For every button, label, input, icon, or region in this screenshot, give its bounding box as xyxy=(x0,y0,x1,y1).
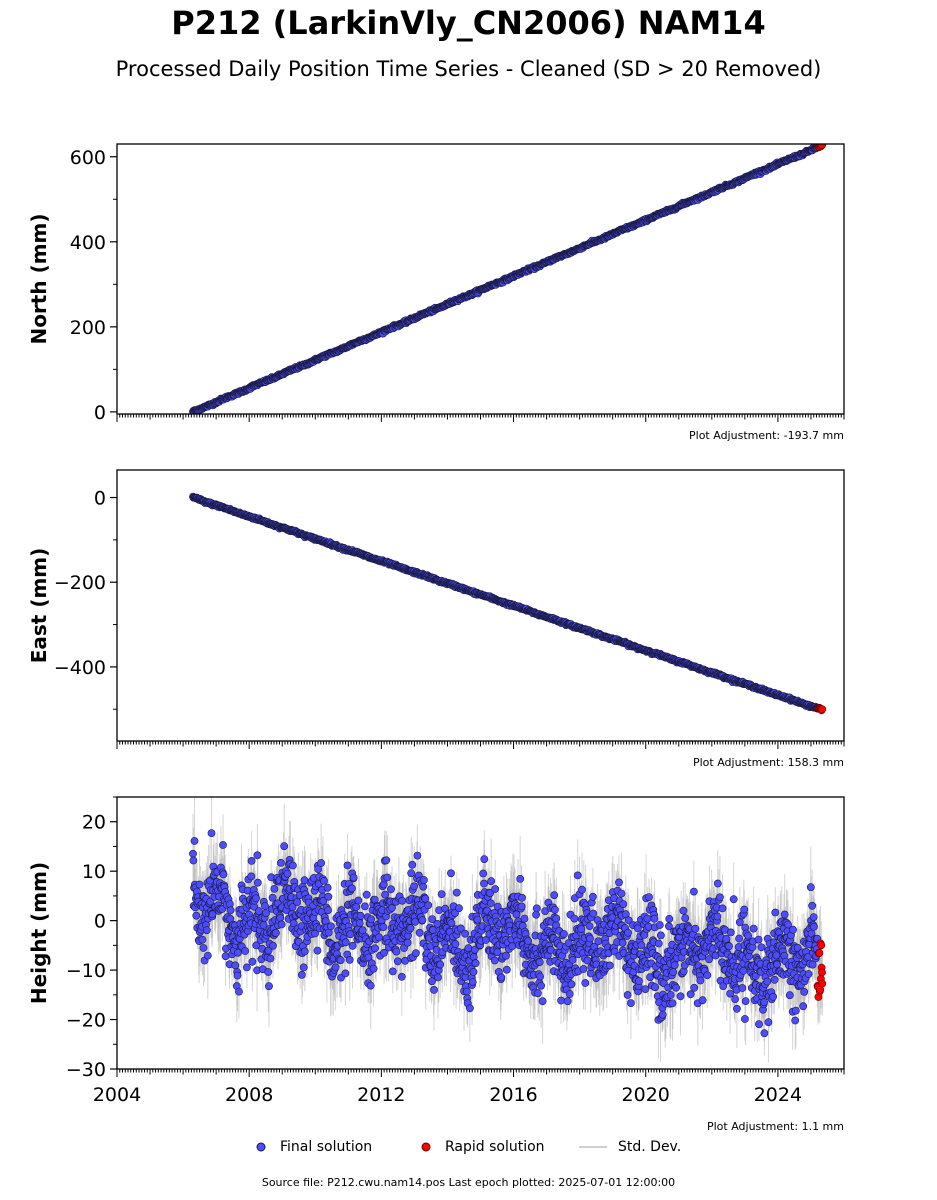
final-point xyxy=(252,941,261,950)
final-point xyxy=(219,841,227,849)
y-tick-label: 200 xyxy=(70,317,106,339)
final-point xyxy=(207,829,216,837)
final-point xyxy=(252,894,260,903)
final-point xyxy=(226,906,235,915)
final-point xyxy=(242,963,251,972)
final-point xyxy=(264,968,273,976)
final-point xyxy=(280,842,289,851)
y-tick-label: 0 xyxy=(94,402,106,424)
final-point xyxy=(192,911,201,920)
panel-1-data xyxy=(189,144,827,414)
final-point xyxy=(199,944,208,952)
final-point xyxy=(265,982,273,991)
panel-3-data xyxy=(189,797,827,1063)
final-point xyxy=(317,859,325,867)
final-point xyxy=(268,893,277,902)
final-point xyxy=(235,987,243,996)
rapid-points xyxy=(813,144,827,152)
final-point xyxy=(261,902,269,910)
final-point xyxy=(195,880,204,889)
final-point xyxy=(271,929,280,937)
final-point xyxy=(270,885,279,893)
final-point xyxy=(288,903,297,912)
final-point xyxy=(233,948,242,957)
panel-1: 0 200 400 600 North (mm) Plot Adjustment: -19… xyxy=(27,143,845,442)
final-point xyxy=(248,957,257,966)
final-point xyxy=(190,837,199,845)
final-point xyxy=(241,947,249,955)
final-point xyxy=(198,935,207,944)
final-point xyxy=(202,926,211,935)
final-point xyxy=(288,861,297,870)
plot-adjustment: Plot Adjustment: 158.3 mm xyxy=(693,756,844,769)
final-point xyxy=(253,878,262,887)
final-point xyxy=(221,952,230,961)
final-point xyxy=(289,919,298,928)
final-points xyxy=(189,144,822,414)
final-point xyxy=(189,856,198,865)
chart-title: P212 (LarkinVly_CN2006) NAM14 xyxy=(171,4,766,42)
final-point xyxy=(297,971,306,979)
rapid-points xyxy=(813,704,827,715)
final-point xyxy=(254,907,263,916)
chart-subtitle: Processed Daily Position Time Series - C… xyxy=(115,57,822,81)
y-tick-label: 0 xyxy=(94,488,106,510)
final-point xyxy=(203,951,212,960)
final-point xyxy=(276,914,285,922)
final-point xyxy=(269,941,277,950)
y-tick-label: 600 xyxy=(70,147,106,169)
final-point xyxy=(283,869,292,878)
final-point xyxy=(299,963,308,972)
final-point xyxy=(231,961,240,970)
final-point xyxy=(262,909,270,917)
final-point xyxy=(320,877,328,885)
final-point xyxy=(189,849,197,858)
final-point xyxy=(266,954,275,963)
plot-adjustment: Plot Adjustment: -193.7 mm xyxy=(689,429,844,442)
final-points xyxy=(189,492,822,713)
rapid-point xyxy=(818,144,827,149)
final-point xyxy=(293,898,302,906)
final-points xyxy=(189,829,822,1038)
y-axis-label: North (mm) xyxy=(27,213,51,344)
final-point xyxy=(233,971,242,980)
rapid-point xyxy=(818,705,827,714)
final-point xyxy=(300,947,309,956)
y-tick-label: −400 xyxy=(54,657,106,679)
final-point xyxy=(219,870,228,879)
final-point xyxy=(277,920,286,929)
panel-2-data xyxy=(189,492,827,715)
final-point xyxy=(208,910,217,919)
y-tick-label: 400 xyxy=(70,232,106,254)
y-axis-label: East (mm) xyxy=(27,548,51,664)
final-point xyxy=(313,946,322,955)
final-point xyxy=(253,851,262,860)
final-point xyxy=(247,857,256,865)
final-point xyxy=(276,859,285,867)
final-point xyxy=(247,872,256,881)
y-tick-label: −200 xyxy=(54,572,106,594)
